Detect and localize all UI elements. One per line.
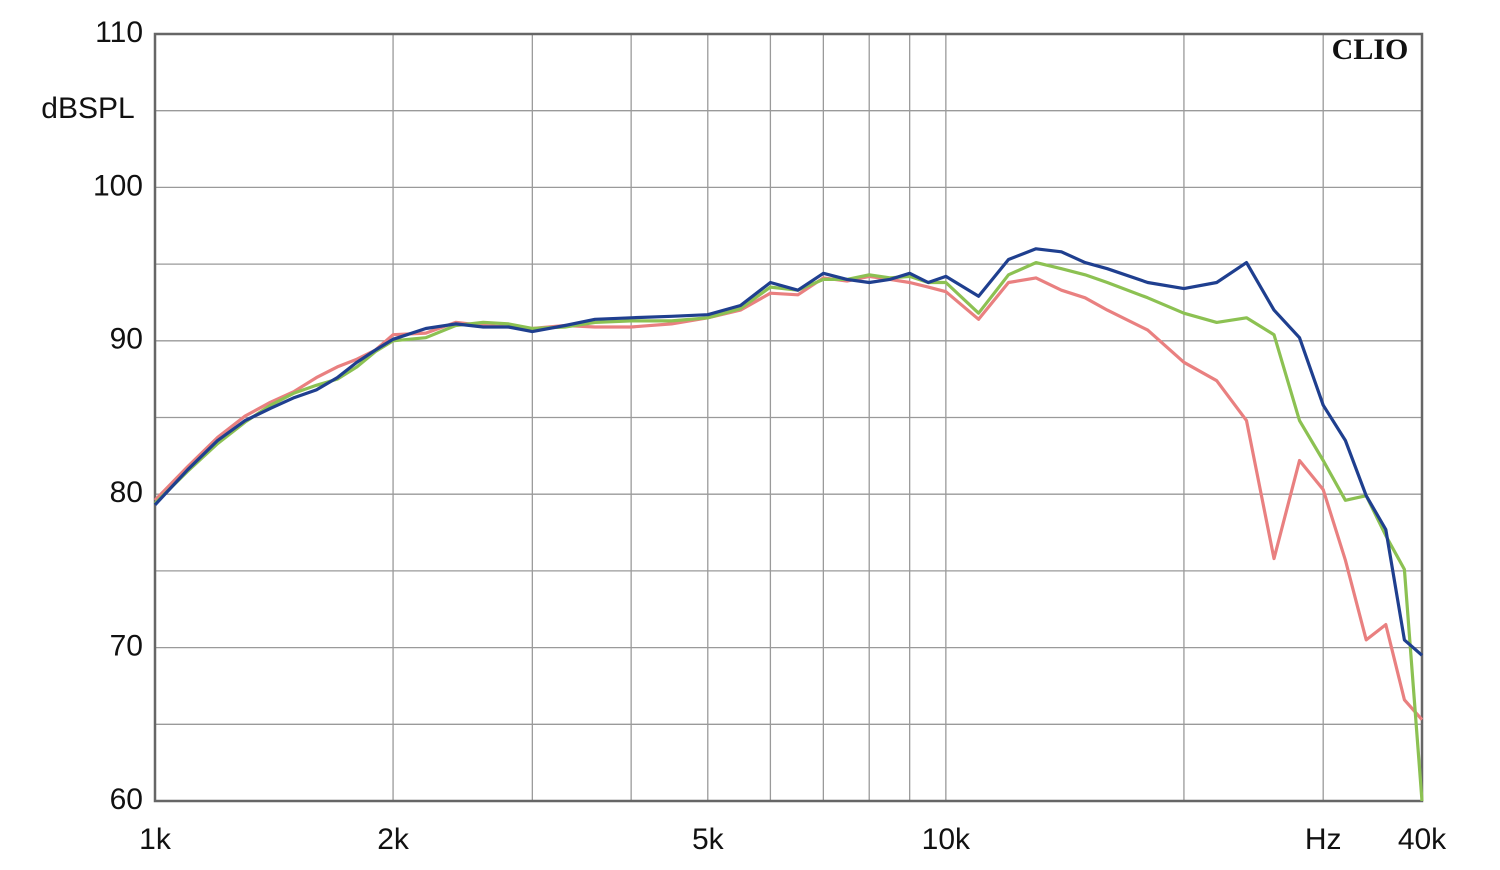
series-line	[153, 247, 1424, 657]
x-tick-label: 5k	[692, 823, 725, 856]
plot-frame	[153, 32, 1424, 803]
y-axis-label: dBSPL	[41, 92, 134, 125]
series-line	[153, 274, 1424, 721]
y-tick-label: 100	[93, 169, 143, 202]
x-tick-label: 40k	[1398, 823, 1447, 856]
y-tick-label: 80	[110, 476, 143, 509]
x-tick-label: 2k	[377, 823, 410, 856]
x-tick-label: 10k	[922, 823, 971, 856]
y-tick-label: 70	[110, 630, 143, 663]
x-tick-label: Hz	[1305, 823, 1342, 856]
series-line	[153, 261, 1424, 802]
y-tick-label: 90	[110, 323, 143, 356]
x-tick-label: 1k	[139, 823, 172, 856]
watermark: CLIO	[1332, 33, 1409, 66]
y-tick-label: 110	[95, 16, 143, 49]
y-tick-label: 60	[110, 783, 143, 816]
